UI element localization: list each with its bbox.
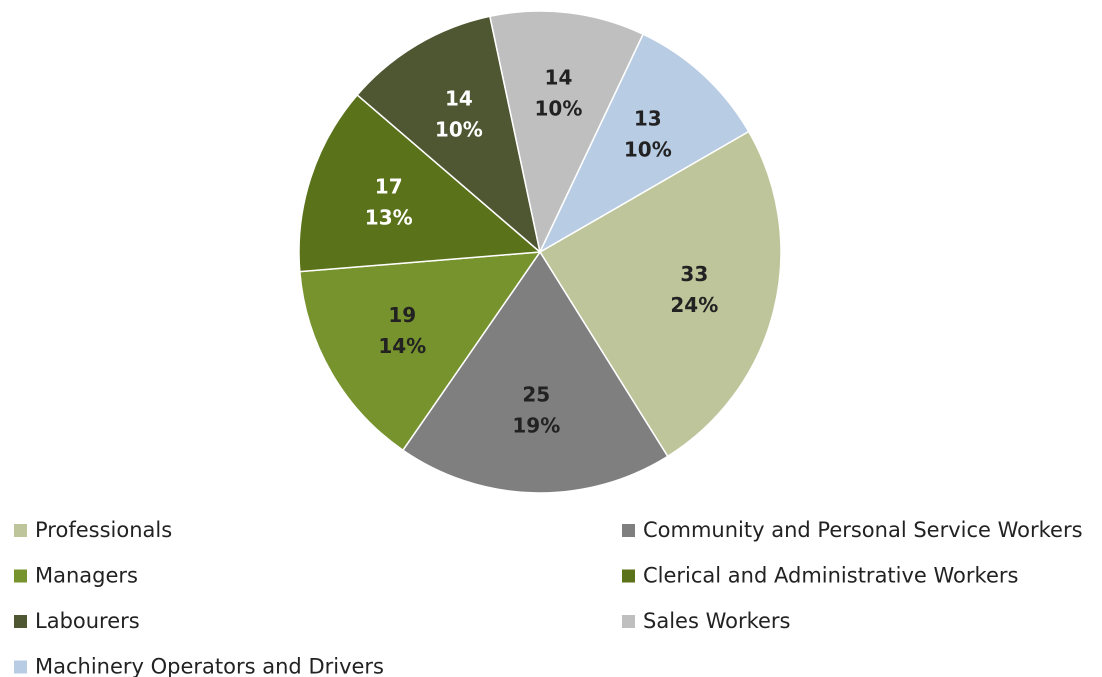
- legend-swatch: [14, 569, 27, 583]
- slice-percent-label: 13%: [365, 205, 413, 229]
- slice-value-label: 33: [680, 262, 708, 286]
- slice-percent-label: 10%: [435, 118, 483, 142]
- slice-value-label: 19: [388, 303, 416, 327]
- legend-label: Machinery Operators and Drivers: [35, 655, 384, 677]
- slice-value-label: 14: [445, 87, 473, 111]
- legend-label: Labourers: [35, 609, 140, 633]
- legend-label: Managers: [35, 564, 138, 588]
- slice-percent-label: 10%: [624, 138, 672, 162]
- slice-percent-label: 14%: [378, 334, 426, 358]
- legend-swatch: [14, 615, 27, 628]
- legend-swatch: [622, 569, 635, 583]
- pie-slice: [356, 15, 542, 255]
- slice-value-label: 14: [545, 66, 573, 90]
- slice-percent-label: 24%: [670, 293, 718, 317]
- pie-slice: [298, 93, 542, 273]
- legend-label: Clerical and Administrative Workers: [643, 564, 1018, 588]
- slice-value-label: 25: [522, 383, 550, 407]
- pie-slice: [538, 33, 750, 254]
- legend-label: Community and Personal Service Workers: [643, 518, 1083, 542]
- legend-swatch: [622, 524, 635, 537]
- legend-label: Sales Workers: [643, 609, 791, 633]
- legend-label: Professionals: [35, 518, 172, 542]
- slice-percent-label: 10%: [535, 97, 583, 121]
- slice-value-label: 13: [634, 107, 662, 131]
- legend-swatch: [14, 524, 27, 537]
- legend-swatch: [622, 615, 635, 628]
- pie-slice: [538, 130, 782, 458]
- pie-slice: [298, 251, 542, 452]
- slice-percent-label: 19%: [512, 414, 560, 438]
- pie-slice: [489, 10, 645, 255]
- pie-slice: [401, 250, 669, 494]
- slice-value-label: 17: [375, 174, 403, 198]
- legend-swatch: [14, 660, 27, 674]
